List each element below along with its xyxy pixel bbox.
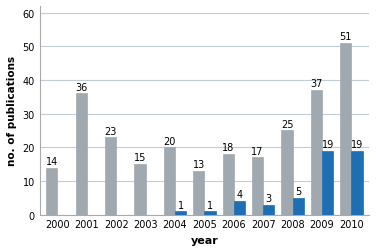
- Bar: [293, 198, 304, 215]
- Text: 3: 3: [266, 193, 272, 203]
- Bar: [340, 44, 352, 215]
- Text: 5: 5: [295, 186, 301, 196]
- Text: 14: 14: [45, 156, 58, 166]
- Bar: [281, 131, 293, 215]
- Bar: [175, 211, 186, 215]
- Bar: [234, 201, 245, 215]
- Text: 17: 17: [252, 146, 264, 156]
- Bar: [311, 91, 322, 215]
- Text: 15: 15: [134, 153, 146, 163]
- Text: 19: 19: [351, 139, 363, 149]
- Bar: [205, 211, 215, 215]
- Bar: [223, 154, 234, 215]
- Bar: [76, 94, 87, 215]
- Text: 25: 25: [281, 119, 293, 129]
- Text: 51: 51: [340, 32, 352, 42]
- Text: 37: 37: [310, 79, 323, 89]
- Text: 4: 4: [237, 190, 243, 200]
- Bar: [322, 151, 333, 215]
- Text: 1: 1: [177, 200, 183, 210]
- Text: 19: 19: [321, 139, 334, 149]
- Text: 18: 18: [222, 143, 234, 153]
- Bar: [352, 151, 362, 215]
- Text: 23: 23: [105, 126, 117, 136]
- Bar: [164, 148, 175, 215]
- Bar: [105, 138, 116, 215]
- Bar: [46, 168, 58, 215]
- Text: 13: 13: [193, 160, 205, 170]
- Bar: [193, 171, 205, 215]
- Bar: [134, 165, 146, 215]
- Text: 1: 1: [207, 200, 213, 210]
- X-axis label: year: year: [191, 235, 218, 245]
- Text: 20: 20: [163, 136, 176, 146]
- Bar: [252, 158, 263, 215]
- Text: 36: 36: [75, 82, 87, 92]
- Y-axis label: no. of publications: no. of publications: [7, 56, 17, 166]
- Bar: [263, 205, 274, 215]
